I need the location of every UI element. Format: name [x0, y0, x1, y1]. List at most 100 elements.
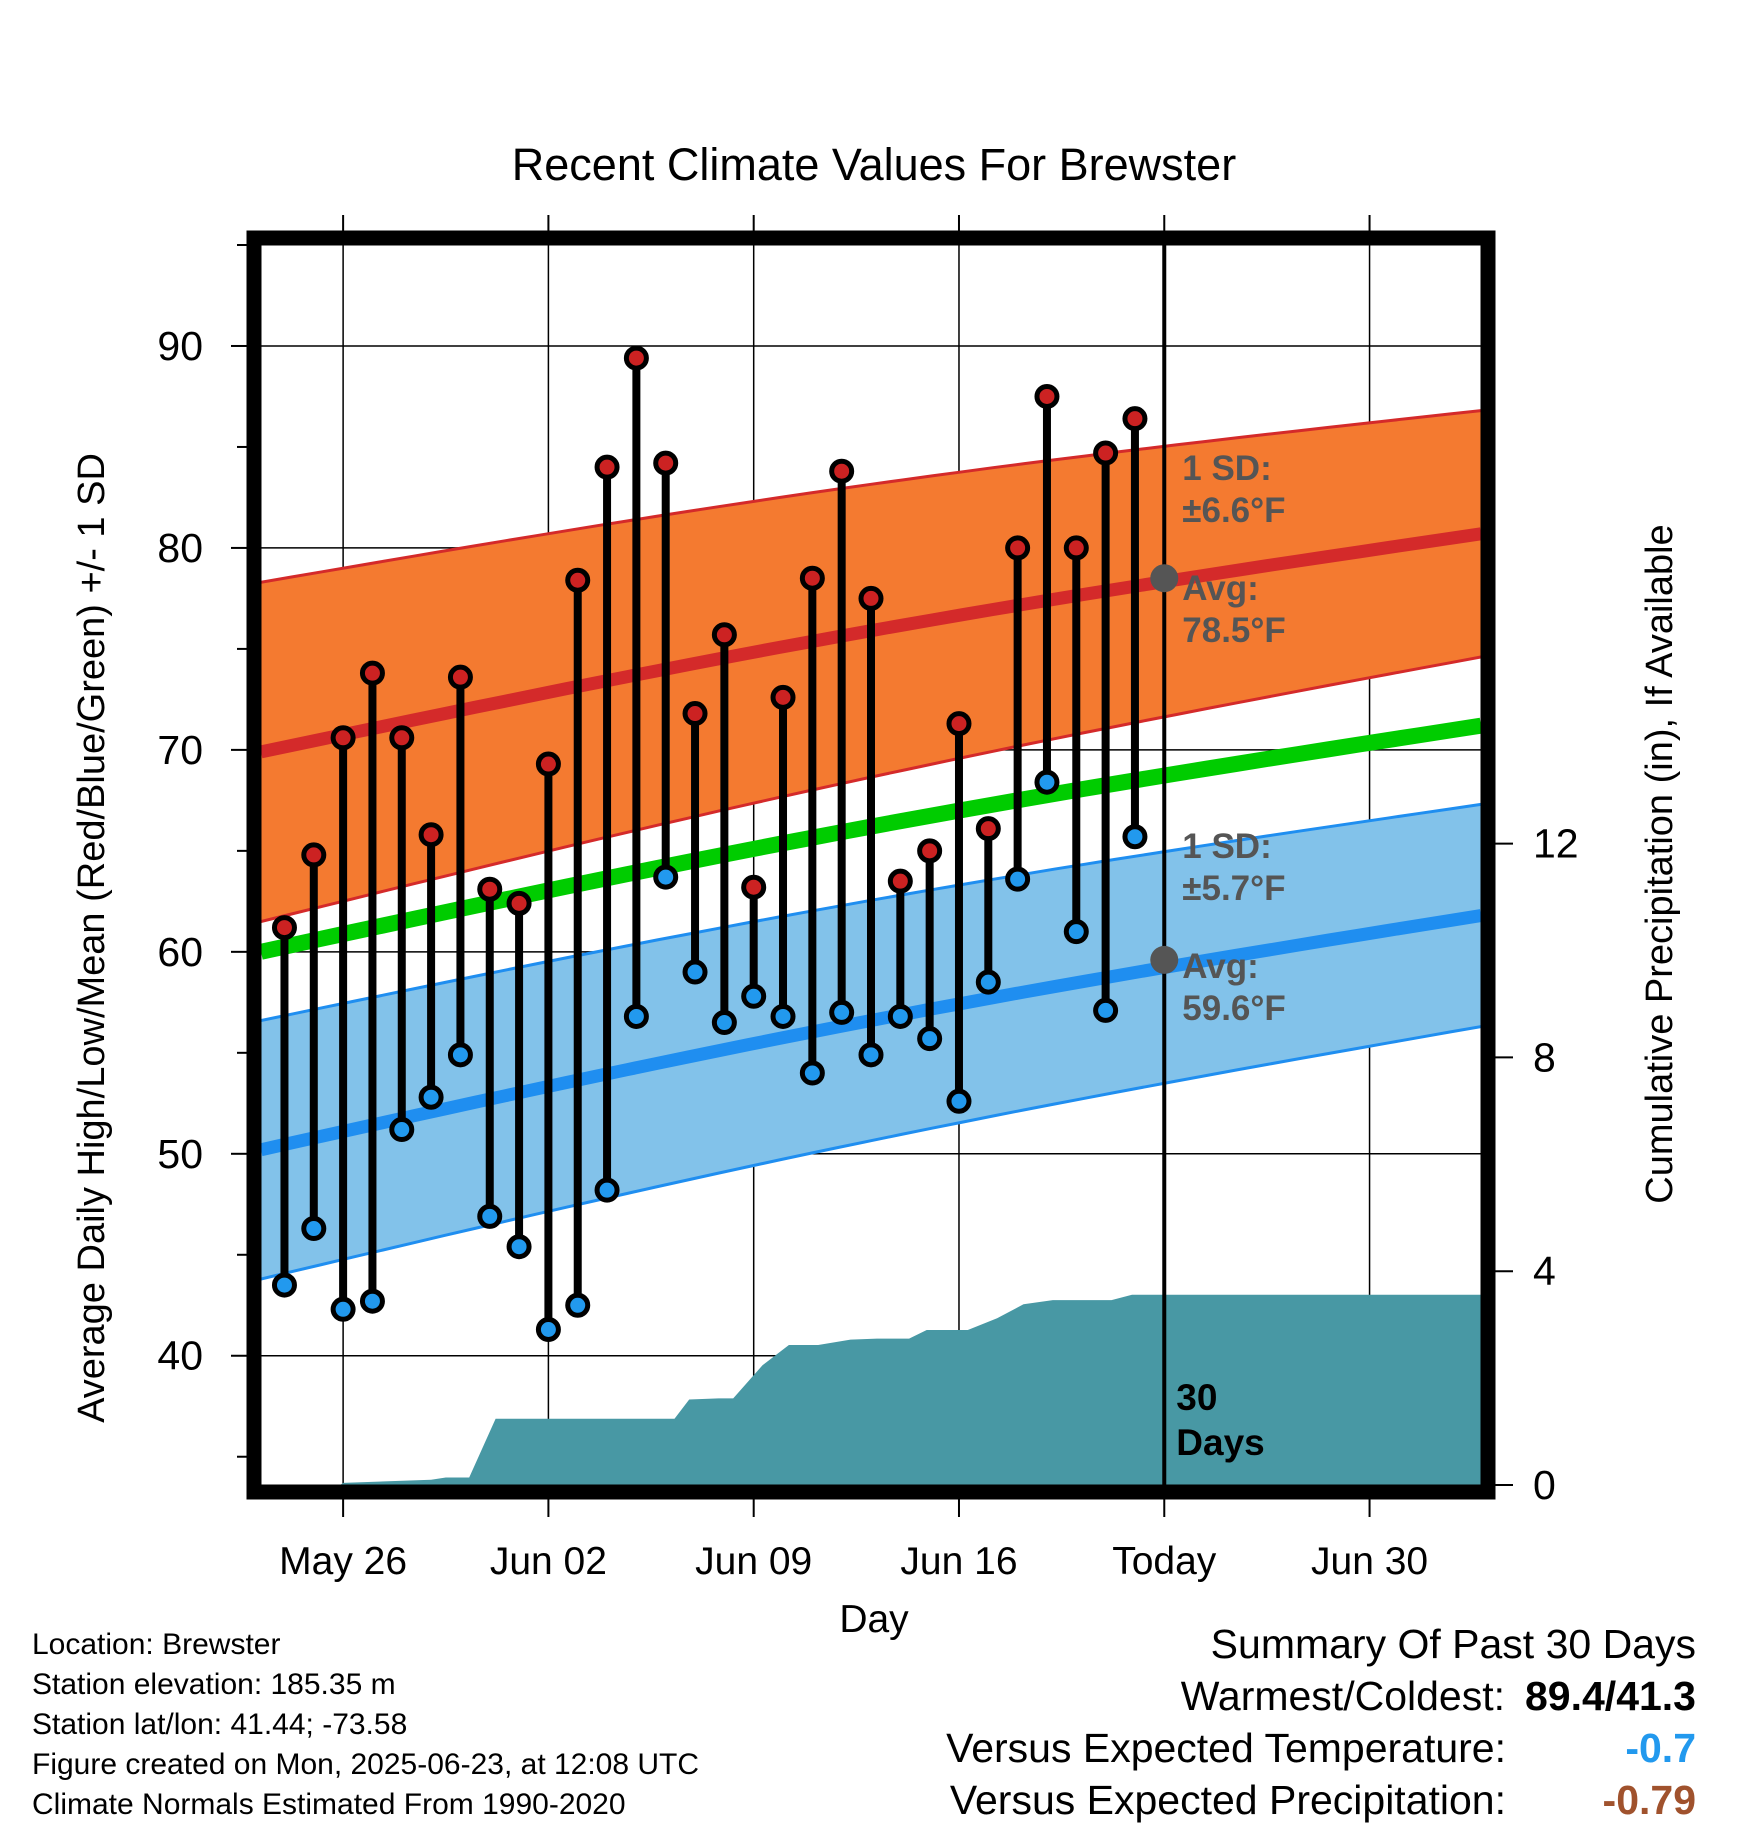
- y-axis-left-label: Average Daily High/Low/Mean (Red/Blue/Gr…: [71, 453, 113, 1423]
- chart-title: Recent Climate Values For Brewster: [512, 139, 1236, 190]
- y-left-tick-label-3: 70: [157, 727, 203, 773]
- daily-low-point: [535, 1316, 561, 1342]
- daily-low-point: [682, 959, 708, 985]
- daily-high-point: [1034, 383, 1060, 409]
- daily-low-point: [330, 1296, 356, 1322]
- daily-high-point: [829, 458, 855, 484]
- summary-panel: Summary Of Past 30 Days Warmest/Coldest:…: [946, 1618, 1696, 1826]
- daily-high-point: [858, 585, 884, 611]
- daily-low-point: [770, 1003, 796, 1029]
- daily-high-point: [741, 874, 767, 900]
- daily-high-point: [770, 684, 796, 710]
- high-normal-band-upper-edge: [261, 409, 1481, 584]
- daily-high-point: [1063, 535, 1089, 561]
- warm-cold-label: Warmest/Coldest:: [1180, 1673, 1505, 1719]
- plot-content: [261, 245, 1481, 1485]
- location-text: Location: Brewster: [32, 1628, 281, 1661]
- daily-low-point: [1093, 997, 1119, 1023]
- y-left-tick-label-4: 80: [157, 525, 203, 571]
- created-text: Figure created on Mon, 2025-06-23, at 12…: [32, 1748, 700, 1781]
- plot-frame: [246, 230, 1496, 1500]
- daily-low-point: [1005, 866, 1031, 892]
- daily-low-point: [946, 1088, 972, 1114]
- x-tick-label-3: Jun 16: [900, 1540, 1017, 1583]
- daily-low-point: [506, 1234, 532, 1260]
- summary-warm-cold: Warmest/Coldest: 89.4/41.3: [946, 1670, 1696, 1722]
- temp-label: Versus Expected Temperature:: [946, 1725, 1506, 1771]
- x-tick-label-5: Jun 30: [1311, 1540, 1428, 1583]
- today-low-avg-label: Avg:: [1182, 947, 1258, 986]
- daily-high-point: [682, 701, 708, 727]
- daily-high-point: [330, 725, 356, 751]
- daily-high-point: [1093, 440, 1119, 466]
- daily-high-point: [477, 876, 503, 902]
- daily-high-point: [623, 345, 649, 371]
- normals-text: Climate Normals Estimated From 1990-2020: [32, 1788, 626, 1821]
- daily-low-point: [359, 1288, 385, 1314]
- today-low-sd-value: ±5.7°F: [1182, 869, 1285, 908]
- y-right-tick-label-1: 4: [1533, 1248, 1556, 1294]
- x-tick-label-1: Jun 02: [490, 1540, 607, 1583]
- latlon-text: Station lat/lon: 41.44; -73.58: [32, 1708, 408, 1741]
- period-label-number: 30: [1176, 1377, 1217, 1418]
- summary-heading: Summary Of Past 30 Days: [1210, 1621, 1696, 1667]
- summary-precip: Versus Expected Precipitation: -0.79: [946, 1774, 1696, 1826]
- daily-high-point: [946, 711, 972, 737]
- daily-low-point: [1063, 919, 1089, 945]
- today-high-sd-value: ±6.6°F: [1182, 491, 1285, 530]
- daily-high-point: [711, 622, 737, 648]
- daily-low-point: [389, 1117, 415, 1143]
- today-high-sd-label: 1 SD:: [1182, 449, 1271, 488]
- daily-low-point: [271, 1272, 297, 1298]
- daily-low-point: [594, 1177, 620, 1203]
- today-low-sd-label: 1 SD:: [1182, 827, 1271, 866]
- y-right-tick-label-0: 0: [1533, 1462, 1556, 1508]
- precip-area: [261, 1294, 1481, 1485]
- daily-low-point: [829, 999, 855, 1025]
- daily-high-point: [1005, 535, 1031, 561]
- daily-low-point: [1122, 824, 1148, 850]
- period-label-unit: Days: [1176, 1422, 1264, 1463]
- today-high-avg-label: Avg:: [1182, 569, 1258, 608]
- today-low-avg-value: 59.6°F: [1182, 989, 1286, 1028]
- daily-low-point: [799, 1060, 825, 1086]
- daily-low-point: [477, 1203, 503, 1229]
- daily-low-point: [917, 1026, 943, 1052]
- daily-low-point: [653, 864, 679, 890]
- daily-low-point: [741, 983, 767, 1009]
- daily-low-point: [1034, 769, 1060, 795]
- daily-low-point: [623, 1003, 649, 1029]
- daily-high-point: [653, 450, 679, 476]
- daily-low-point: [858, 1042, 884, 1068]
- daily-high-point: [389, 725, 415, 751]
- today-high-avg-value: 78.5°F: [1182, 611, 1286, 650]
- daily-high-point: [799, 565, 825, 591]
- daily-low-point: [447, 1042, 473, 1068]
- daily-low-point: [711, 1010, 737, 1036]
- daily-high-point: [917, 838, 943, 864]
- daily-high-point: [506, 890, 532, 916]
- x-axis-label: Day: [839, 1598, 909, 1641]
- y-left-tick-label-2: 60: [157, 929, 203, 975]
- daily-high-point: [418, 822, 444, 848]
- daily-high-point: [535, 751, 561, 777]
- daily-high-point: [975, 816, 1001, 842]
- daily-high-point: [887, 868, 913, 894]
- daily-high-point: [447, 664, 473, 690]
- temp-value: -0.7: [1625, 1725, 1696, 1771]
- y-right-tick-label-3: 12: [1533, 821, 1579, 867]
- y-left-tick-label-1: 50: [157, 1131, 203, 1177]
- daily-high-point: [359, 660, 385, 686]
- x-tick-label-0: May 26: [279, 1540, 407, 1583]
- daily-low-point: [418, 1084, 444, 1110]
- y-right-tick-label-2: 8: [1533, 1034, 1556, 1080]
- daily-low-point: [975, 969, 1001, 995]
- x-tick-label-4: Today: [1112, 1540, 1217, 1583]
- precip-value: -0.79: [1602, 1777, 1696, 1823]
- y-axis-right-label: Cumulative Precipitation (in), If Availa…: [1639, 524, 1681, 1203]
- daily-high-point: [271, 915, 297, 941]
- y-left-tick-label-0: 40: [157, 1333, 203, 1379]
- daily-low-point: [565, 1292, 591, 1318]
- summary-temp: Versus Expected Temperature: -0.7: [946, 1722, 1696, 1774]
